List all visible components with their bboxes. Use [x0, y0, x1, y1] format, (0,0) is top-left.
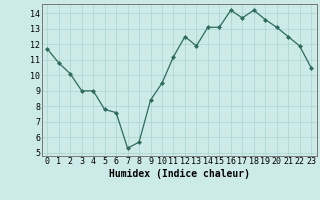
X-axis label: Humidex (Indice chaleur): Humidex (Indice chaleur) — [109, 169, 250, 179]
